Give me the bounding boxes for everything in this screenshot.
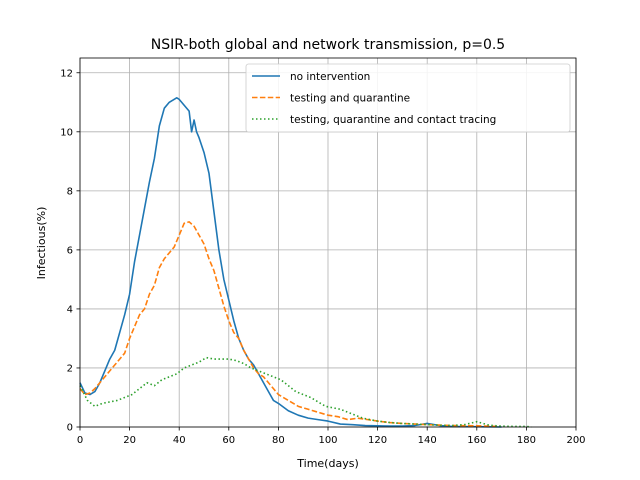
series-layer (79, 97, 532, 428)
y-tick-label: 6 (67, 245, 73, 256)
x-tick-label: 20 (123, 435, 136, 446)
legend: no intervention testing and quarantine tes… (245, 63, 571, 133)
y-axis-label: Infectious(%) (35, 207, 48, 280)
x-tick-label: 180 (517, 435, 536, 446)
x-tick-label: 140 (418, 435, 437, 446)
y-tick-label: 4 (67, 304, 73, 315)
y-tick-label: 10 (60, 127, 73, 138)
y-tick-label: 2 (67, 363, 73, 374)
y-tick-label: 0 (67, 423, 73, 434)
x-tick-label: 40 (173, 435, 186, 446)
x-tick-label: 100 (318, 435, 337, 446)
legend-label: no intervention (290, 71, 370, 83)
series-line-testing-quarantine-and-contact-tracing (79, 356, 532, 428)
legend-label: testing and quarantine (290, 93, 410, 105)
x-tick-label: 0 (77, 435, 83, 446)
y-tick-label: 12 (60, 68, 73, 79)
ticks: 0 20 40 60 80 100 120 140 160 180 200 0 2 4 6 8 10 12 (60, 68, 585, 446)
y-tick-label: 8 (67, 186, 73, 197)
x-tick-label: 160 (467, 435, 486, 446)
x-tick-label: 200 (566, 435, 585, 446)
series-line-no-intervention (79, 97, 502, 428)
chart-title: NSIR-both global and network transmissio… (151, 37, 505, 53)
x-tick-label: 60 (222, 435, 235, 446)
x-tick-label: 120 (368, 435, 387, 446)
legend-box (245, 63, 571, 133)
x-axis-label: Time(days) (296, 457, 358, 470)
series-line-testing-and-quarantine (79, 221, 497, 428)
legend-label: testing, quarantine and contact tracing (290, 114, 496, 126)
x-tick-label: 80 (272, 435, 285, 446)
